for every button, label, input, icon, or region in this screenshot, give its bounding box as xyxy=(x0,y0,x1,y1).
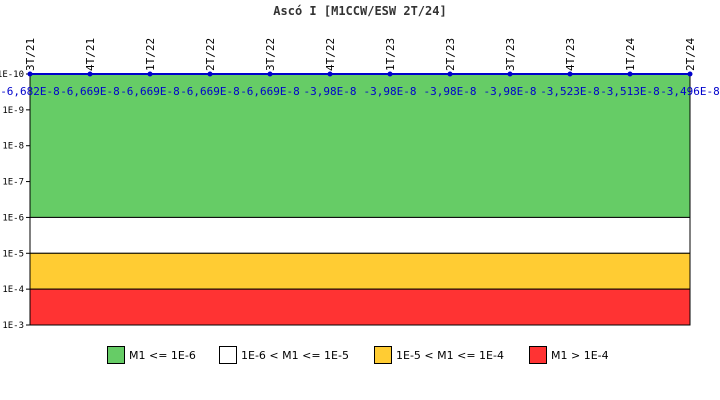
legend-item-yellow: 1E-5 < M1 <= 1E-4 xyxy=(374,345,504,365)
data-label: -3,496E-8 xyxy=(660,85,720,98)
legend-label: M1 <= 1E-6 xyxy=(129,348,196,362)
band-2 xyxy=(29,252,691,290)
y-tick-label: 1E-9 xyxy=(2,106,24,116)
data-label: -6,669E-8 xyxy=(240,85,300,98)
legend-swatch-yellow xyxy=(374,346,392,364)
legend-item-white: 1E-6 < M1 <= 1E-5 xyxy=(219,345,349,365)
y-tick-label: 1E-4 xyxy=(2,285,24,295)
x-tick-label: 1T/22 xyxy=(144,38,157,71)
data-label: -3,98E-8 xyxy=(364,85,417,98)
x-tick-label: 2T/24 xyxy=(684,38,697,71)
data-label: -6,669E-8 xyxy=(120,85,180,98)
x-tick-label: 3T/21 xyxy=(24,38,37,71)
data-point xyxy=(447,71,453,77)
x-tick-label: 3T/23 xyxy=(504,38,517,71)
legend-swatch-white xyxy=(219,346,237,364)
legend-label: M1 > 1E-4 xyxy=(551,348,609,362)
data-point xyxy=(267,71,273,77)
x-axis: 3T/21 4T/21 1T/22 2T/22 3T/22 4T/22 1T/23 2T/23… xyxy=(24,38,697,71)
y-axis: 1E-10 1E-9 1E-8 1E-7 1E-6 1E-5 1E-4 1E-3 xyxy=(0,70,30,331)
data-label: -3,513E-8 xyxy=(600,85,660,98)
data-point xyxy=(207,71,213,77)
data-label: -3,98E-8 xyxy=(424,85,477,98)
x-tick-label: 1T/24 xyxy=(624,38,637,71)
y-tick-label: 1E-7 xyxy=(2,178,24,188)
x-tick-label: 4T/22 xyxy=(324,38,337,71)
legend-item-red: M1 > 1E-4 xyxy=(529,345,609,365)
data-point xyxy=(567,71,573,77)
data-series: -6,682E-8 -6,669E-8 -6,669E-8 -6,669E-8 -6,6… xyxy=(0,71,720,98)
x-tick-label: 3T/22 xyxy=(264,38,277,71)
legend-item-green: M1 <= 1E-6 xyxy=(107,345,196,365)
y-tick-label: 1E-5 xyxy=(2,249,24,259)
data-label: -6,669E-8 xyxy=(60,85,120,98)
x-tick-label: 2T/23 xyxy=(444,38,457,71)
legend-swatch-green xyxy=(107,346,125,364)
data-point xyxy=(387,71,393,77)
band-0 xyxy=(29,73,691,218)
x-tick-label: 4T/21 xyxy=(84,38,97,71)
x-tick-label: 4T/23 xyxy=(564,38,577,71)
chart-title: Ascó I [M1CCW/ESW 2T/24] xyxy=(273,4,446,18)
band-1 xyxy=(29,216,691,254)
data-point xyxy=(627,71,633,77)
data-label: -6,682E-8 xyxy=(0,85,60,98)
data-label: -3,98E-8 xyxy=(484,85,537,98)
data-point xyxy=(327,71,333,77)
data-label: -3,523E-8 xyxy=(540,85,600,98)
x-tick-label: 1T/23 xyxy=(384,38,397,71)
x-tick-label: 2T/22 xyxy=(204,38,217,71)
data-point xyxy=(507,71,513,77)
band-3 xyxy=(29,288,691,326)
data-point xyxy=(147,71,153,77)
y-tick-label: 1E-3 xyxy=(2,321,24,331)
threshold-bands xyxy=(29,73,691,326)
legend-label: 1E-6 < M1 <= 1E-5 xyxy=(241,348,349,362)
legend-label: 1E-5 < M1 <= 1E-4 xyxy=(396,348,504,362)
legend: M1 <= 1E-6 1E-6 < M1 <= 1E-5 1E-5 < M1 <… xyxy=(0,345,720,367)
y-tick-label: 1E-10 xyxy=(0,70,24,80)
data-point xyxy=(687,71,693,77)
legend-swatch-red xyxy=(529,346,547,364)
data-point xyxy=(87,71,93,77)
data-label: -6,669E-8 xyxy=(180,85,240,98)
data-label: -3,98E-8 xyxy=(304,85,357,98)
y-tick-label: 1E-6 xyxy=(2,213,24,223)
y-tick-label: 1E-8 xyxy=(2,142,24,152)
data-point xyxy=(27,71,33,77)
